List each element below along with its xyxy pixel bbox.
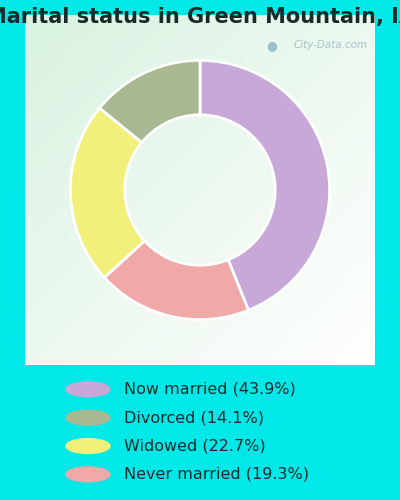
Wedge shape xyxy=(70,108,144,278)
Text: ●: ● xyxy=(266,40,277,52)
Text: Widowed (22.7%): Widowed (22.7%) xyxy=(124,438,266,454)
Circle shape xyxy=(66,467,110,482)
Circle shape xyxy=(66,410,110,425)
Text: Divorced (14.1%): Divorced (14.1%) xyxy=(124,410,264,425)
Wedge shape xyxy=(100,60,200,142)
Circle shape xyxy=(66,438,110,454)
Text: Now married (43.9%): Now married (43.9%) xyxy=(124,382,296,397)
Text: Never married (19.3%): Never married (19.3%) xyxy=(124,467,309,482)
Wedge shape xyxy=(200,60,330,310)
Wedge shape xyxy=(104,241,248,320)
Text: Marital status in Green Mountain, IA: Marital status in Green Mountain, IA xyxy=(0,8,400,28)
Circle shape xyxy=(66,382,110,396)
Text: City-Data.com: City-Data.com xyxy=(294,40,368,50)
